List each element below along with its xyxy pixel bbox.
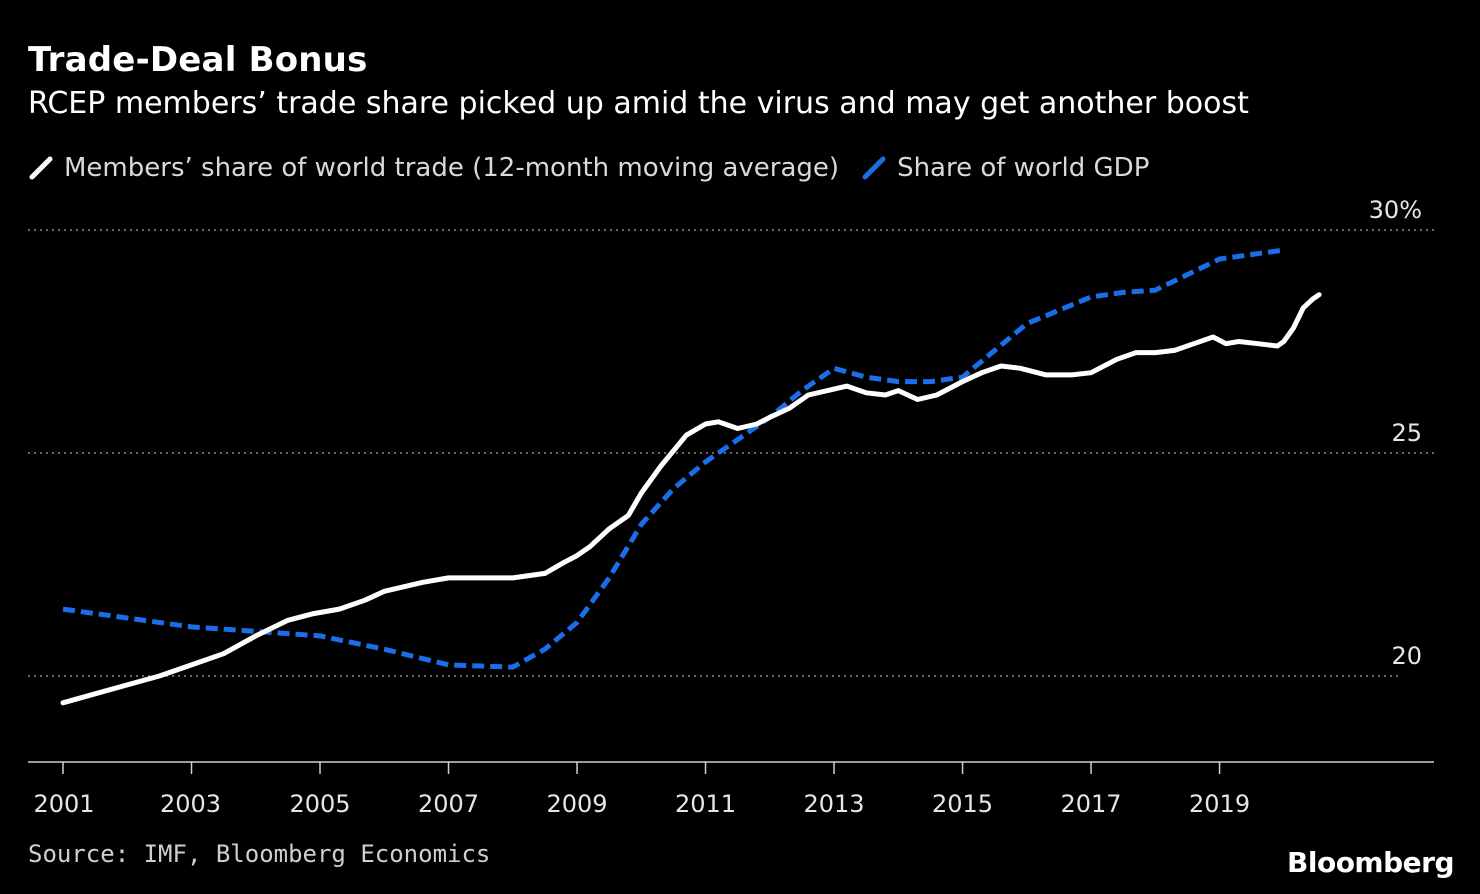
x-tick-label: 2013 <box>803 790 864 818</box>
bloomberg-logo: Bloomberg <box>1287 846 1454 879</box>
chart-title: Trade-Deal Bonus <box>28 40 368 80</box>
chart-subtitle: RCEP members’ trade share picked up amid… <box>28 86 1249 121</box>
legend-item-gdp-share: Share of world GDP <box>861 153 1149 183</box>
series-lines <box>60 247 1322 706</box>
x-tick-label: 2005 <box>289 790 350 818</box>
legend-label-trade-share: Members’ share of world trade (12-month … <box>64 153 840 183</box>
x-tick-label: 2007 <box>418 790 479 818</box>
legend-item-trade-share: Members’ share of world trade (12-month … <box>28 153 839 183</box>
solid-line-icon <box>29 156 53 180</box>
y-tick-label: 20 <box>1391 642 1422 670</box>
x-tick-label: 2019 <box>1189 790 1250 818</box>
legend-label-gdp-share: Share of world GDP <box>897 153 1150 183</box>
source-note: Source: IMF, Bloomberg Economics <box>28 840 491 868</box>
dashed-line-icon <box>862 156 886 180</box>
x-tick-label: 2003 <box>160 790 221 818</box>
x-tick-label: 2011 <box>675 790 736 818</box>
x-axis: 2001 2003 2005 2007 2009 2011 2013 2015 2017 2019 <box>28 761 1434 818</box>
gdp-share-line <box>62 247 1285 670</box>
x-tick-label: 2017 <box>1061 790 1122 818</box>
y-tick-label: 30% <box>1369 196 1422 224</box>
gridlines: 30% 25 20 <box>28 196 1434 677</box>
y-tick-label: 25 <box>1391 419 1422 447</box>
trade-share-line <box>60 292 1322 706</box>
legend: Members’ share of world trade (12-month … <box>28 150 1171 186</box>
x-tick-label: 2009 <box>546 790 607 818</box>
x-tick-label: 2001 <box>33 790 94 818</box>
x-tick-label: 2015 <box>932 790 993 818</box>
